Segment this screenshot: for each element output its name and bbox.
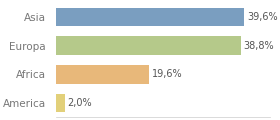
Text: 19,6%: 19,6%: [151, 69, 182, 79]
Text: 2,0%: 2,0%: [67, 98, 92, 108]
Text: 38,8%: 38,8%: [243, 41, 274, 51]
Text: 39,6%: 39,6%: [247, 12, 277, 22]
Bar: [56, 8, 244, 26]
Bar: [56, 94, 65, 112]
Bar: [56, 65, 149, 84]
Bar: [56, 36, 241, 55]
